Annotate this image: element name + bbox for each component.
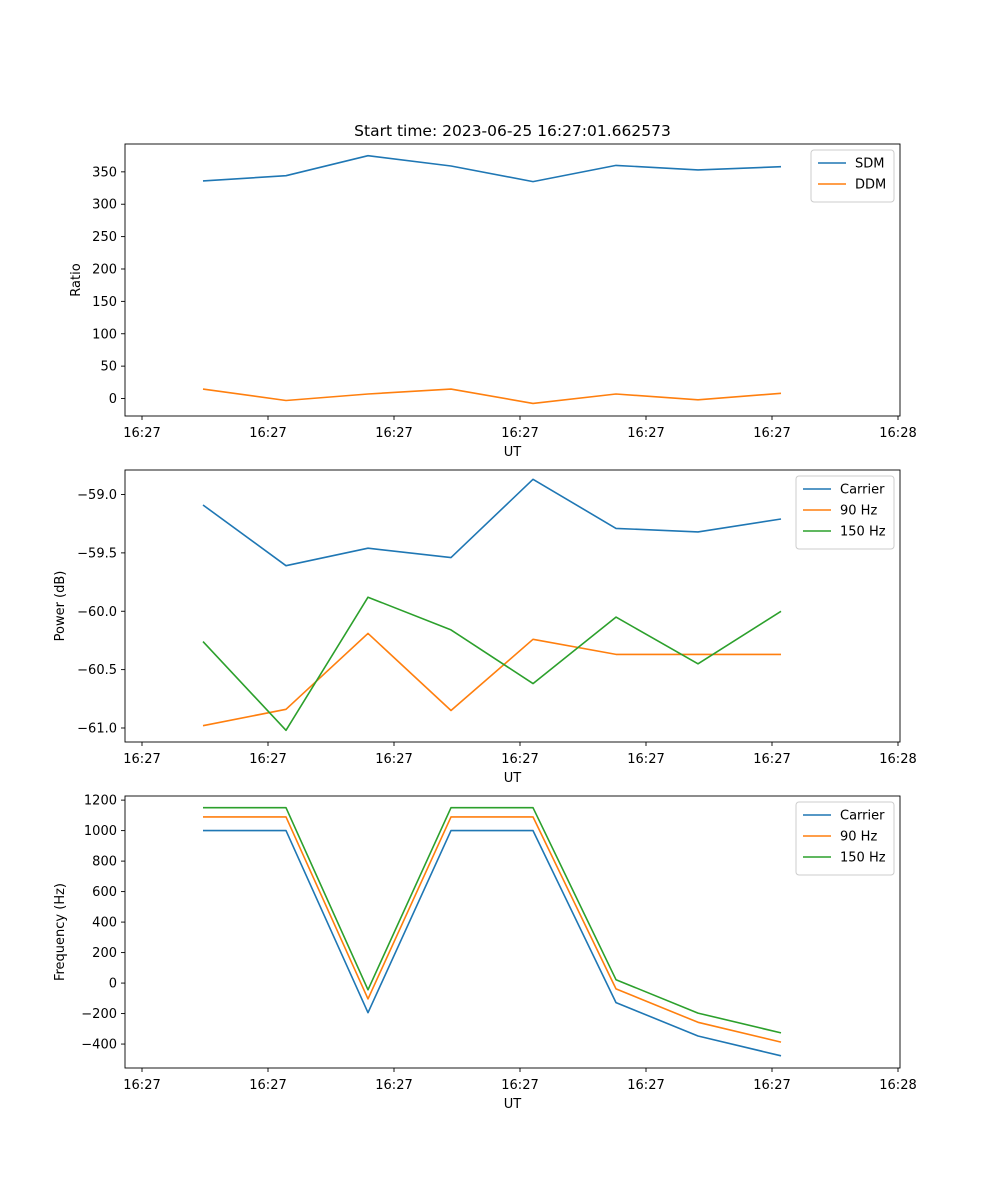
x-tick-label: 16:27 <box>123 426 160 441</box>
x-tick-label: 16:27 <box>249 752 286 767</box>
series-line-150-hz <box>202 596 782 732</box>
y-tick-label: 0 <box>109 977 117 992</box>
y-tick-label: 200 <box>92 262 117 277</box>
y-tick-label: 300 <box>92 198 117 213</box>
legend-label: 90 Hz <box>840 504 877 519</box>
x-tick-label: 16:27 <box>753 426 790 441</box>
legend: Carrier 90 Hz 150 Hz <box>795 475 895 550</box>
legend-label: 150 Hz <box>840 525 886 540</box>
y-tick-label: 0 <box>109 392 117 407</box>
legend-label: Carrier <box>840 483 885 498</box>
x-axis-label: UT <box>504 445 522 460</box>
y-tick-label: 400 <box>92 916 117 931</box>
x-tick-label: 16:27 <box>375 426 412 441</box>
figure-title: Start time: 2023-06-25 16:27:01.662573 <box>354 122 671 140</box>
frequency-panel: 16:27 16:27 16:27 16:27 16:27 16:27 16:28 UT 120… <box>53 794 917 1112</box>
legend-label: Carrier <box>840 809 885 824</box>
series-line-90-hz <box>203 816 782 1043</box>
x-tick-label: 16:27 <box>753 1078 790 1093</box>
y-tick-label: −59.5 <box>77 546 117 561</box>
y-tick-label: 150 <box>92 295 117 310</box>
y-axis-label: Frequency (Hz) <box>53 883 68 981</box>
y-tick-label: 1000 <box>84 824 117 839</box>
x-tick-label: 16:27 <box>249 426 286 441</box>
x-tick-label: 16:27 <box>123 1078 160 1093</box>
x-tick-label: 16:27 <box>627 1078 664 1093</box>
x-tick-label: 16:27 <box>501 752 538 767</box>
legend: Carrier 90 Hz 150 Hz <box>795 801 895 876</box>
y-tick-label: −400 <box>81 1038 117 1053</box>
series-line-carrier <box>202 478 782 567</box>
y-tick-label: 600 <box>92 885 117 900</box>
y-tick-label: 350 <box>92 165 117 180</box>
series-line-ddm <box>202 388 782 405</box>
x-tick-label: 16:27 <box>501 1078 538 1093</box>
x-tick-label: 16:28 <box>879 426 916 441</box>
y-tick-label: −61.0 <box>77 721 117 736</box>
y-axis-label: Power (dB) <box>53 571 68 642</box>
y-tick-label: 200 <box>92 946 117 961</box>
plot-frame <box>124 143 901 417</box>
plot-frame <box>124 469 901 743</box>
x-axis-label: UT <box>504 1097 522 1112</box>
series-line-90-hz <box>202 632 781 727</box>
x-tick-label: 16:28 <box>879 1078 916 1093</box>
x-axis-label: UT <box>504 771 522 786</box>
y-tick-label: −59.0 <box>77 488 117 503</box>
y-tick-label: −200 <box>81 1007 117 1022</box>
y-tick-label: −60.5 <box>77 663 117 678</box>
legend-label: 90 Hz <box>840 830 877 845</box>
x-tick-label: 16:27 <box>627 426 664 441</box>
series-line-carrier <box>203 829 782 1057</box>
legend-label: DDM <box>855 178 886 193</box>
y-tick-label: 250 <box>92 230 117 245</box>
y-axis-label: Ratio <box>69 263 84 296</box>
plot-frame <box>124 795 901 1069</box>
legend-label: 150 Hz <box>840 851 886 866</box>
x-tick-label: 16:27 <box>753 752 790 767</box>
y-tick-label: −60.0 <box>77 605 117 620</box>
power-panel: 16:27 16:27 16:27 16:27 16:27 16:27 16:28 UT −59… <box>53 469 917 786</box>
legend-label: SDM <box>855 157 884 172</box>
y-tick-label: 50 <box>100 360 117 375</box>
ratio-panel: 16:27 16:27 16:27 16:27 16:27 16:27 16:28 UT 0 50… <box>69 143 917 460</box>
y-tick-label: 1200 <box>84 794 117 809</box>
x-tick-label: 16:27 <box>627 752 664 767</box>
series-line-sdm <box>202 154 782 183</box>
x-tick-label: 16:27 <box>375 752 412 767</box>
x-tick-label: 16:27 <box>375 1078 412 1093</box>
x-tick-label: 16:27 <box>501 426 538 441</box>
x-tick-label: 16:28 <box>879 752 916 767</box>
x-tick-label: 16:27 <box>249 1078 286 1093</box>
y-tick-label: 100 <box>92 327 117 342</box>
series-line-150-hz <box>203 806 782 1034</box>
y-tick-label: 800 <box>92 855 117 870</box>
legend: SDM DDM <box>810 149 895 203</box>
x-tick-label: 16:27 <box>123 752 160 767</box>
